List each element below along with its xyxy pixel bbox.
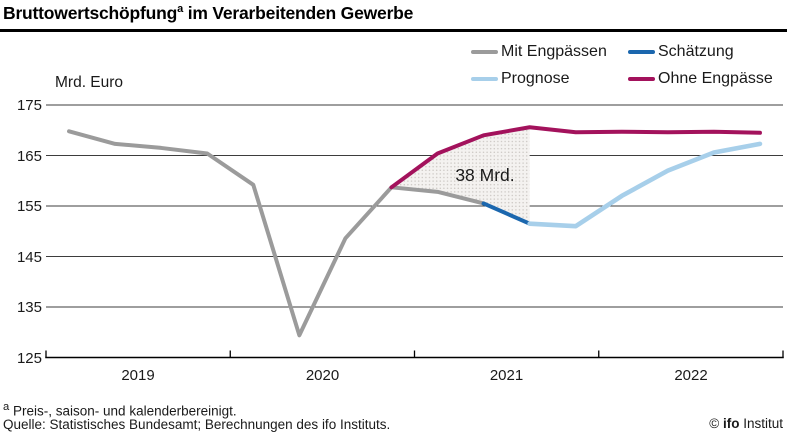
- y-axis-unit-label: Mrd. Euro: [55, 74, 124, 91]
- copyright-symbol: ©: [709, 416, 723, 431]
- y-tick-label: 125: [16, 349, 42, 367]
- legend-item-schaetzung: Schätzung: [628, 43, 734, 61]
- gridlines: [46, 104, 783, 308]
- x-tick-label: 2021: [489, 367, 524, 384]
- y-tick-label: 165: [16, 147, 42, 165]
- gap-band-area: [391, 127, 530, 224]
- legend-label: Mit Engpässen: [501, 43, 607, 60]
- y-tick-label: 175: [16, 97, 42, 114]
- y-tick-label: 135: [16, 299, 42, 316]
- series-line-mit-engp-ssen: [67, 129, 486, 338]
- legend-item-mit-engpaessen: Mit Engpässen: [471, 43, 607, 61]
- footnote-text: Preis-, saison- und kalenderbereinigt.: [9, 403, 237, 419]
- series-lines: [67, 125, 763, 338]
- legend-swatch-gray: [471, 49, 498, 55]
- title-footnote-marker: a: [177, 3, 184, 16]
- x-tick-label: 2020: [305, 367, 340, 384]
- legend-label: Schätzung: [658, 43, 734, 60]
- title-rest: im Verarbeitenden Gewerbe: [183, 3, 414, 23]
- legend-label: Prognose: [501, 70, 570, 87]
- footnote-marker: a: [3, 401, 10, 413]
- gap-band: [391, 127, 530, 224]
- title-main: Bruttowertschöpfung: [3, 3, 178, 23]
- x-axis: [45, 350, 784, 359]
- footnote-line: a Preis-, saison- und kalenderbereinigt.: [3, 399, 237, 420]
- copyright-rest: Institut: [739, 416, 783, 431]
- copyright-brand: ifo: [722, 416, 740, 431]
- series-line-sch-tzung: [481, 201, 532, 226]
- legend-swatch-magenta: [628, 76, 655, 82]
- legend-item-prognose: Prognose: [471, 70, 570, 88]
- y-tick-label: 145: [16, 248, 42, 266]
- series-line-ohne-engp-sse: [389, 125, 762, 190]
- source-line: Quelle: Statistisches Bundesamt; Berechn…: [3, 417, 391, 432]
- title-divider: [0, 29, 787, 32]
- legend-item-ohne-engpaesse: Ohne Engpässe: [628, 70, 773, 88]
- y-tick-label: 155: [16, 198, 42, 215]
- series-line-prognose: [527, 141, 763, 229]
- legend-label: Ohne Engpässe: [658, 70, 773, 87]
- legend-swatch-darkblue: [628, 49, 655, 55]
- copyright: © ifo Institut: [709, 416, 783, 431]
- page-title: Bruttowertschöpfunga im Verarbeitenden G…: [3, 3, 413, 24]
- x-tick-label: 2022: [674, 367, 708, 384]
- legend-swatch-lightblue: [471, 76, 498, 82]
- gap-annotation: 38 Mrd.: [455, 165, 515, 185]
- x-tick-label: 2019: [121, 367, 155, 384]
